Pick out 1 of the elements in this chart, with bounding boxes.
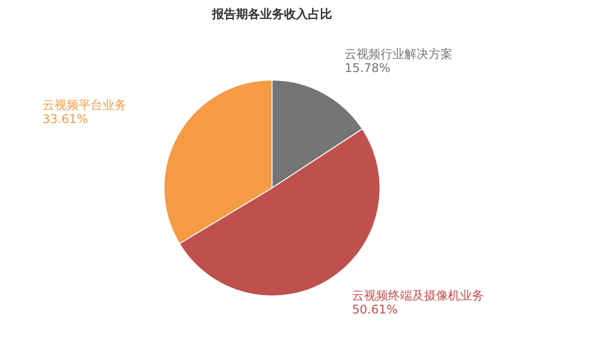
chart-title: 报告期各业务收入占比 xyxy=(211,7,332,21)
